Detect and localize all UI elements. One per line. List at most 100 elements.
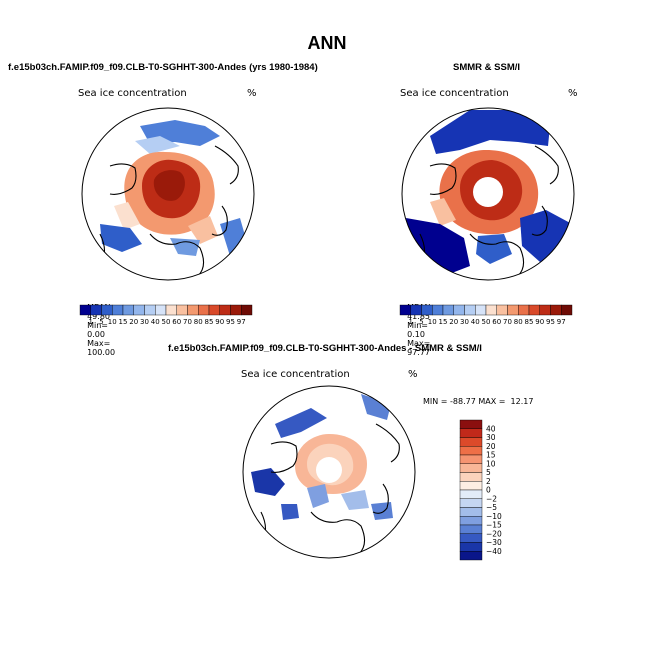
panel1-colorbar-swatch-14: [230, 304, 242, 316]
panel3-colorbar-swatch-4: [459, 454, 483, 464]
panel3-colorbar-swatch-15: [459, 551, 483, 561]
panel2-colorbar-tick-7: 50: [482, 318, 491, 326]
panel2-colorbar-tick-2: 10: [428, 318, 437, 326]
panel3-colorbar-tick-4: 10: [486, 459, 496, 468]
panel3-pole-hole: [316, 457, 342, 483]
panel2-bering-okhotsk: [430, 110, 550, 154]
panel1-colorbar-swatch-8: [165, 304, 177, 316]
panel1-marginal-ice-2: [188, 216, 218, 244]
panel1-colorbar-tick-14: 97: [237, 318, 246, 326]
panel3-colorbar-swatch-14: [459, 542, 483, 552]
panel2-mean-value: 41.85: [407, 312, 430, 321]
panel3-colorbar-tick-14: −40: [486, 547, 502, 556]
panel1-colorbar-swatch-13: [219, 304, 231, 316]
panel3-colorbar-tick-8: −2: [486, 494, 497, 503]
panel2-colorbar-tick-11: 85: [525, 318, 534, 326]
panel1-min-label: Min=: [87, 321, 108, 330]
panel1-coastline: [99, 145, 239, 277]
panel1-colorbar-swatch-11: [198, 304, 210, 316]
panel2-colorbar-swatch-11: [518, 304, 530, 316]
panel3-colorbar-swatch-8: [459, 489, 483, 499]
panel1-colorbar-tick-8: 60: [172, 318, 181, 326]
panel3-units-label: %: [408, 369, 418, 380]
panel1-mean-value: 49.80: [87, 312, 110, 321]
panel2-max-value: 97.77: [407, 348, 430, 357]
panel2-colorbar-swatch-13: [539, 304, 551, 316]
panel2-greenland-sea: [406, 218, 470, 276]
panel2-colorbar-tick-6: 40: [471, 318, 480, 326]
panel3-colorbar-tick-13: −30: [486, 538, 502, 547]
panel1-colorbar-tick-2: 10: [108, 318, 117, 326]
panel2-colorbar-tick-1: 5: [419, 318, 423, 326]
panel1-colorbar-tick-13: 95: [226, 318, 235, 326]
panel2-pole-hole: [473, 177, 503, 207]
panel2-colorbar-tick-10: 80: [514, 318, 523, 326]
panel3-coastline: [260, 423, 400, 555]
panel3-title: f.e15b03ch.FAMIP.f09_f09.CLB-T0-SGHHT-30…: [168, 343, 482, 354]
panel1-colorbar-swatch-10: [187, 304, 199, 316]
panel2-colorbar-swatch-12: [528, 304, 540, 316]
panel1-colorbar-swatch-5: [133, 304, 145, 316]
panel2-title: SMMR & SSM/I: [453, 62, 521, 73]
panel3-colorbar-swatch-1: [459, 428, 483, 438]
panel3-colorbar-tick-11: −15: [486, 521, 502, 530]
panel3-variable-label: Sea ice concentration: [241, 369, 350, 380]
panel3-colorbar-tick-12: −20: [486, 529, 502, 538]
panel1-colorbar-swatch-2: [101, 304, 113, 316]
panel2-colorbar-swatch-14: [550, 304, 562, 316]
panel1-variable-label: Sea ice concentration: [78, 88, 187, 99]
panel1-pole-core: [153, 170, 185, 201]
panel1-colorbar-tick-10: 80: [194, 318, 203, 326]
panel3-baffin-labrador: [307, 484, 329, 508]
panel1-colorbar-tick-11: 85: [205, 318, 214, 326]
panel3-colorbar-tick-6: 2: [486, 477, 491, 486]
panel3-polar-map: [242, 385, 416, 559]
panel2-colorbar-tick-8: 60: [492, 318, 501, 326]
panel2-colorbar-tick-13: 95: [546, 318, 555, 326]
panel1-colorbar-swatch-4: [122, 304, 134, 316]
panel1-colorbar-swatch-6: [144, 304, 156, 316]
panel2-colorbar-tick-3: 15: [439, 318, 448, 326]
panel3-colorbar-swatch-6: [459, 472, 483, 482]
panel2-colorbar-swatch-4: [442, 304, 454, 316]
panel2-max-label: Max=: [407, 339, 431, 348]
panel1-colorbar-tick-5: 30: [140, 318, 149, 326]
panel2-variable-label: Sea ice concentration: [400, 88, 509, 99]
panel2-colorbar-swatch-10: [507, 304, 519, 316]
panel2-colorbar-swatch-15: [561, 304, 573, 316]
panel3-colorbar-tick-0: 40: [486, 424, 496, 433]
panel2-coastline: [419, 145, 559, 277]
panel2-colorbar-tick-14: 97: [557, 318, 566, 326]
panel2-polar-map: [401, 107, 575, 281]
panel2-colorbar: 1 5 10 15 20 30 40 50 60 70 80 85 90 95 97: [399, 304, 573, 326]
panel2-units-label: %: [568, 88, 578, 99]
panel3-colorbar-swatch-5: [459, 463, 483, 473]
figure-title: ANN: [307, 33, 347, 53]
panel2-colorbar-swatch-3: [432, 304, 444, 316]
panel3-barents-sea: [341, 490, 369, 510]
panel1-marginal-ice: [114, 202, 140, 230]
panel1-colorbar-swatch-7: [155, 304, 167, 316]
panel2-colorbar-swatch-0: [399, 304, 411, 316]
panel3-colorbar-swatch-7: [459, 481, 483, 491]
panel3-colorbar-tick-2: 20: [486, 442, 496, 451]
panel3-colorbar-swatch-11: [459, 516, 483, 526]
panel2-colorbar-swatch-2: [421, 304, 433, 316]
panel1-colorbar: 1 5 10 15 20 30 40 50 60 70 80 85 90 95 97: [79, 304, 253, 326]
panel1-colorbar-tick-1: 5: [99, 318, 103, 326]
panel3-pacific-edge: [361, 394, 391, 420]
panel1-colorbar-swatch-0: [79, 304, 91, 316]
panel1-pacific-ice-edge: [135, 136, 180, 154]
panel2-colorbar-tick-5: 30: [460, 318, 469, 326]
panel3-colorbar-swatch-9: [459, 498, 483, 508]
panel1-min-value: 0.00: [87, 330, 105, 339]
panel2-colorbar-tick-0: 1: [409, 318, 413, 326]
panel3-colorbar-tick-1: 30: [486, 433, 496, 442]
panel3-bering-okhotsk: [275, 408, 327, 438]
panel1-colorbar-tick-0: 1: [89, 318, 93, 326]
panel3-colorbar-tick-10: −10: [486, 512, 502, 521]
panel2-colorbar-swatch-7: [475, 304, 487, 316]
panel2-colorbar-swatch-1: [410, 304, 422, 316]
panel1-colorbar-swatch-15: [241, 304, 253, 316]
